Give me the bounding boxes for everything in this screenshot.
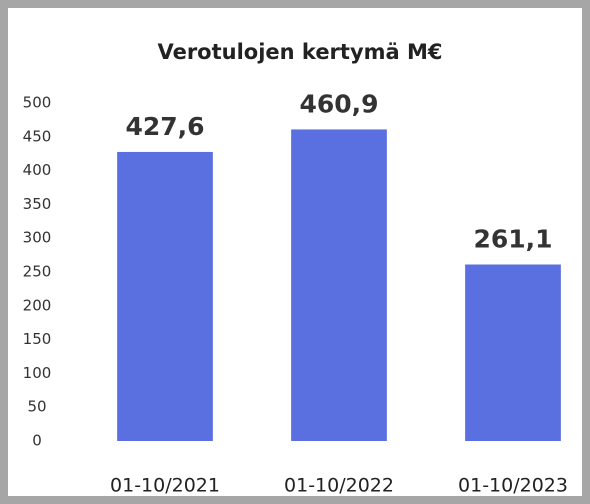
bar <box>117 151 213 442</box>
bar <box>465 264 561 441</box>
x-tick-label: 01-10/2023 <box>458 475 568 497</box>
y-tick-label: 50 <box>27 398 46 416</box>
data-label: 261,1 <box>473 224 552 253</box>
x-tick-label: 01-10/2022 <box>284 475 394 497</box>
y-tick-label: 500 <box>23 94 52 112</box>
y-tick-label: 300 <box>23 229 52 247</box>
y-tick-label: 150 <box>23 330 52 348</box>
data-label: 427,6 <box>125 112 204 141</box>
y-tick-label: 0 <box>32 432 42 450</box>
y-tick-label: 400 <box>23 161 52 179</box>
chart-title: Verotulojen kertymä M€ <box>157 40 442 64</box>
y-tick-label: 250 <box>23 263 52 281</box>
y-tick-label: 100 <box>23 364 52 382</box>
x-tick-label: 01-10/2021 <box>110 475 220 497</box>
y-tick-label: 350 <box>23 195 52 213</box>
bar <box>291 129 387 442</box>
y-tick-label: 450 <box>23 127 52 145</box>
data-label: 460,9 <box>299 89 378 118</box>
y-tick-label: 200 <box>23 296 52 314</box>
